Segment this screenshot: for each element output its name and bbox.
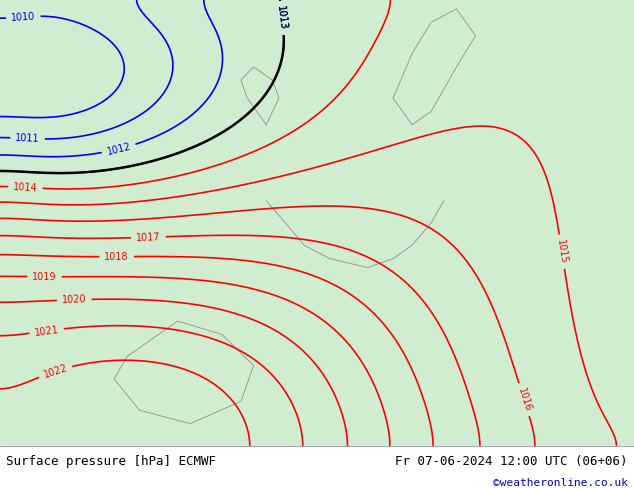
Text: 1012: 1012 <box>106 141 132 157</box>
Text: 1010: 1010 <box>11 11 36 23</box>
Text: Surface pressure [hPa] ECMWF: Surface pressure [hPa] ECMWF <box>6 455 216 468</box>
Text: 1019: 1019 <box>32 271 57 282</box>
Text: 1020: 1020 <box>61 294 87 305</box>
Text: 1015: 1015 <box>555 239 569 265</box>
Text: Fr 07-06-2024 12:00 UTC (06+06): Fr 07-06-2024 12:00 UTC (06+06) <box>395 455 628 468</box>
Text: 1017: 1017 <box>136 232 161 243</box>
Text: 1018: 1018 <box>105 251 129 262</box>
Text: 1013: 1013 <box>275 5 288 31</box>
Text: ©weatheronline.co.uk: ©weatheronline.co.uk <box>493 478 628 489</box>
Text: 1011: 1011 <box>15 133 40 144</box>
Text: 1013: 1013 <box>275 5 288 31</box>
Text: 1022: 1022 <box>42 363 68 380</box>
Text: 1021: 1021 <box>34 324 60 338</box>
Text: 1014: 1014 <box>13 182 38 193</box>
Text: 1016: 1016 <box>515 387 533 413</box>
